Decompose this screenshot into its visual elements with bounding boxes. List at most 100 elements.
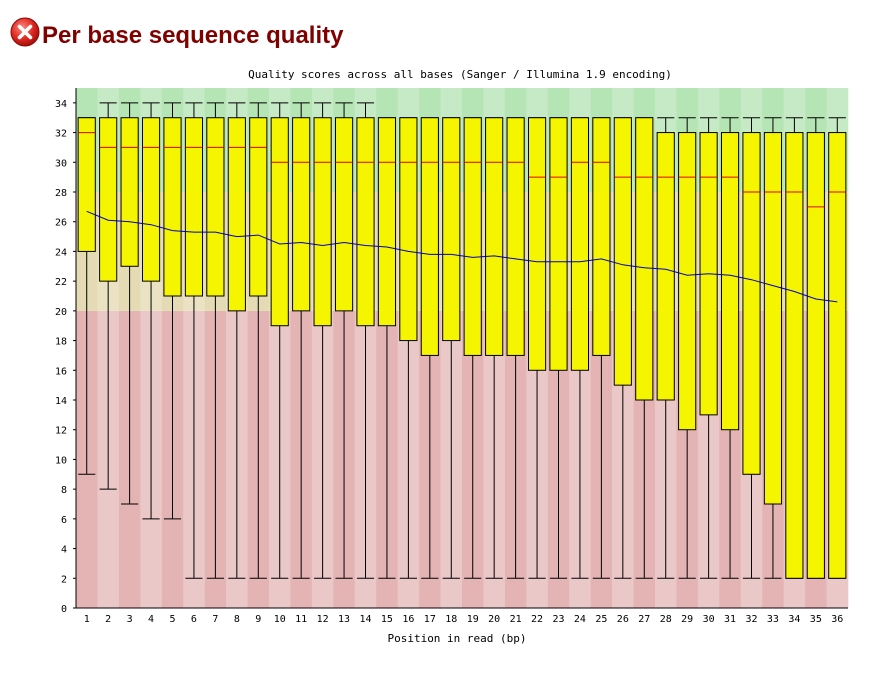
interquartile-box bbox=[656, 132, 675, 401]
x-tick-label: 14 bbox=[359, 614, 371, 625]
y-tick-label: 26 bbox=[55, 218, 67, 229]
y-tick-label: 34 bbox=[55, 99, 67, 110]
x-axis-label: Position in read (bp) bbox=[387, 632, 526, 645]
interquartile-box bbox=[678, 132, 697, 431]
interquartile-box bbox=[356, 117, 375, 327]
interquartile-box bbox=[763, 132, 783, 505]
y-tick-label: 32 bbox=[55, 129, 67, 140]
interquartile-box bbox=[549, 117, 568, 371]
x-tick-label: 10 bbox=[274, 614, 286, 625]
x-tick-label: 13 bbox=[338, 614, 350, 625]
interquartile-box bbox=[527, 117, 547, 371]
box-position-31 bbox=[720, 117, 740, 579]
box-position-15 bbox=[377, 117, 397, 579]
x-tick-label: 24 bbox=[574, 614, 586, 625]
box-position-7 bbox=[206, 102, 225, 579]
x-tick-label: 33 bbox=[767, 614, 779, 625]
interquartile-box bbox=[485, 117, 504, 356]
y-tick-label: 30 bbox=[55, 158, 67, 169]
box-position-27 bbox=[635, 117, 654, 579]
y-tick-label: 24 bbox=[55, 247, 67, 258]
box-position-19 bbox=[463, 117, 482, 579]
box-position-34 bbox=[785, 117, 804, 579]
x-tick-label: 35 bbox=[810, 614, 822, 625]
x-tick-label: 28 bbox=[660, 614, 672, 625]
interquartile-box bbox=[720, 132, 740, 431]
x-tick-label: 34 bbox=[788, 614, 800, 625]
interquartile-box bbox=[420, 117, 439, 356]
x-tick-label: 29 bbox=[681, 614, 693, 625]
box-position-21 bbox=[506, 117, 525, 579]
x-tick-label: 2 bbox=[105, 614, 111, 625]
interquartile-box bbox=[270, 117, 289, 327]
y-tick-label: 4 bbox=[61, 545, 67, 556]
x-tick-label: 30 bbox=[703, 614, 715, 625]
box-position-32 bbox=[742, 117, 761, 579]
x-tick-label: 12 bbox=[317, 614, 329, 625]
interquartile-box bbox=[249, 117, 268, 297]
mean-quality-line bbox=[86, 210, 838, 303]
x-tick-label: 32 bbox=[745, 614, 757, 625]
x-tick-label: 5 bbox=[169, 614, 175, 625]
box-position-26 bbox=[613, 117, 632, 579]
x-tick-label: 3 bbox=[127, 614, 133, 625]
interquartile-box bbox=[613, 117, 632, 386]
x-tick-label: 6 bbox=[191, 614, 197, 625]
interquartile-box bbox=[570, 117, 590, 371]
interquartile-box bbox=[163, 117, 182, 297]
interquartile-box bbox=[785, 132, 804, 579]
x-tick-label: 36 bbox=[831, 614, 843, 625]
x-axis-ticks: 1 2 3 4 5 6 7 8 9 10 11 12 13 14 15 16 17 18 19 20 21 22 23 24 2… bbox=[84, 614, 844, 625]
y-tick-label: 6 bbox=[61, 515, 67, 526]
y-tick-label: 20 bbox=[55, 307, 67, 318]
box-position-5 bbox=[163, 102, 182, 520]
box-position-17 bbox=[420, 117, 439, 579]
interquartile-box bbox=[334, 117, 354, 312]
x-tick-label: 20 bbox=[488, 614, 500, 625]
x-tick-label: 16 bbox=[402, 614, 414, 625]
x-tick-label: 15 bbox=[381, 614, 393, 625]
y-tick-label: 8 bbox=[61, 485, 67, 496]
box-position-9 bbox=[249, 102, 268, 579]
interquartile-box bbox=[120, 117, 139, 267]
x-tick-label: 18 bbox=[445, 614, 457, 625]
x-tick-label: 1 bbox=[84, 614, 90, 625]
x-tick-label: 25 bbox=[595, 614, 607, 625]
y-tick-label: 14 bbox=[55, 396, 67, 407]
interquartile-box bbox=[828, 132, 847, 579]
box-position-33 bbox=[763, 117, 783, 579]
box-position-35 bbox=[806, 117, 825, 579]
x-tick-label: 31 bbox=[724, 614, 736, 625]
y-tick-label: 0 bbox=[61, 604, 67, 615]
box-position-29 bbox=[678, 117, 697, 579]
x-tick-label: 23 bbox=[552, 614, 564, 625]
report-header: Per base sequence quality bbox=[10, 12, 343, 52]
x-tick-label: 4 bbox=[148, 614, 154, 625]
interquartile-box bbox=[77, 117, 96, 252]
interquartile-box bbox=[742, 132, 761, 475]
box-position-8 bbox=[227, 102, 246, 579]
y-tick-label: 28 bbox=[55, 188, 67, 199]
interquartile-box bbox=[806, 132, 825, 579]
box-position-28 bbox=[656, 117, 675, 579]
box-position-18 bbox=[442, 117, 461, 579]
interquartile-box bbox=[442, 117, 461, 342]
box-position-20 bbox=[485, 117, 504, 579]
box-position-4 bbox=[141, 102, 161, 520]
box-position-16 bbox=[399, 117, 418, 579]
x-tick-label: 7 bbox=[212, 614, 218, 625]
box-position-3 bbox=[120, 102, 139, 505]
interquartile-box bbox=[592, 117, 611, 356]
box-position-12 bbox=[313, 102, 332, 579]
box-position-22 bbox=[527, 117, 547, 579]
y-tick-label: 18 bbox=[55, 337, 67, 348]
interquartile-box bbox=[463, 117, 482, 356]
interquartile-box bbox=[141, 117, 161, 282]
box-position-10 bbox=[270, 102, 289, 579]
box-position-6 bbox=[184, 102, 204, 579]
interquartile-box bbox=[399, 117, 418, 342]
x-tick-label: 11 bbox=[295, 614, 307, 625]
box-position-14 bbox=[356, 102, 375, 579]
